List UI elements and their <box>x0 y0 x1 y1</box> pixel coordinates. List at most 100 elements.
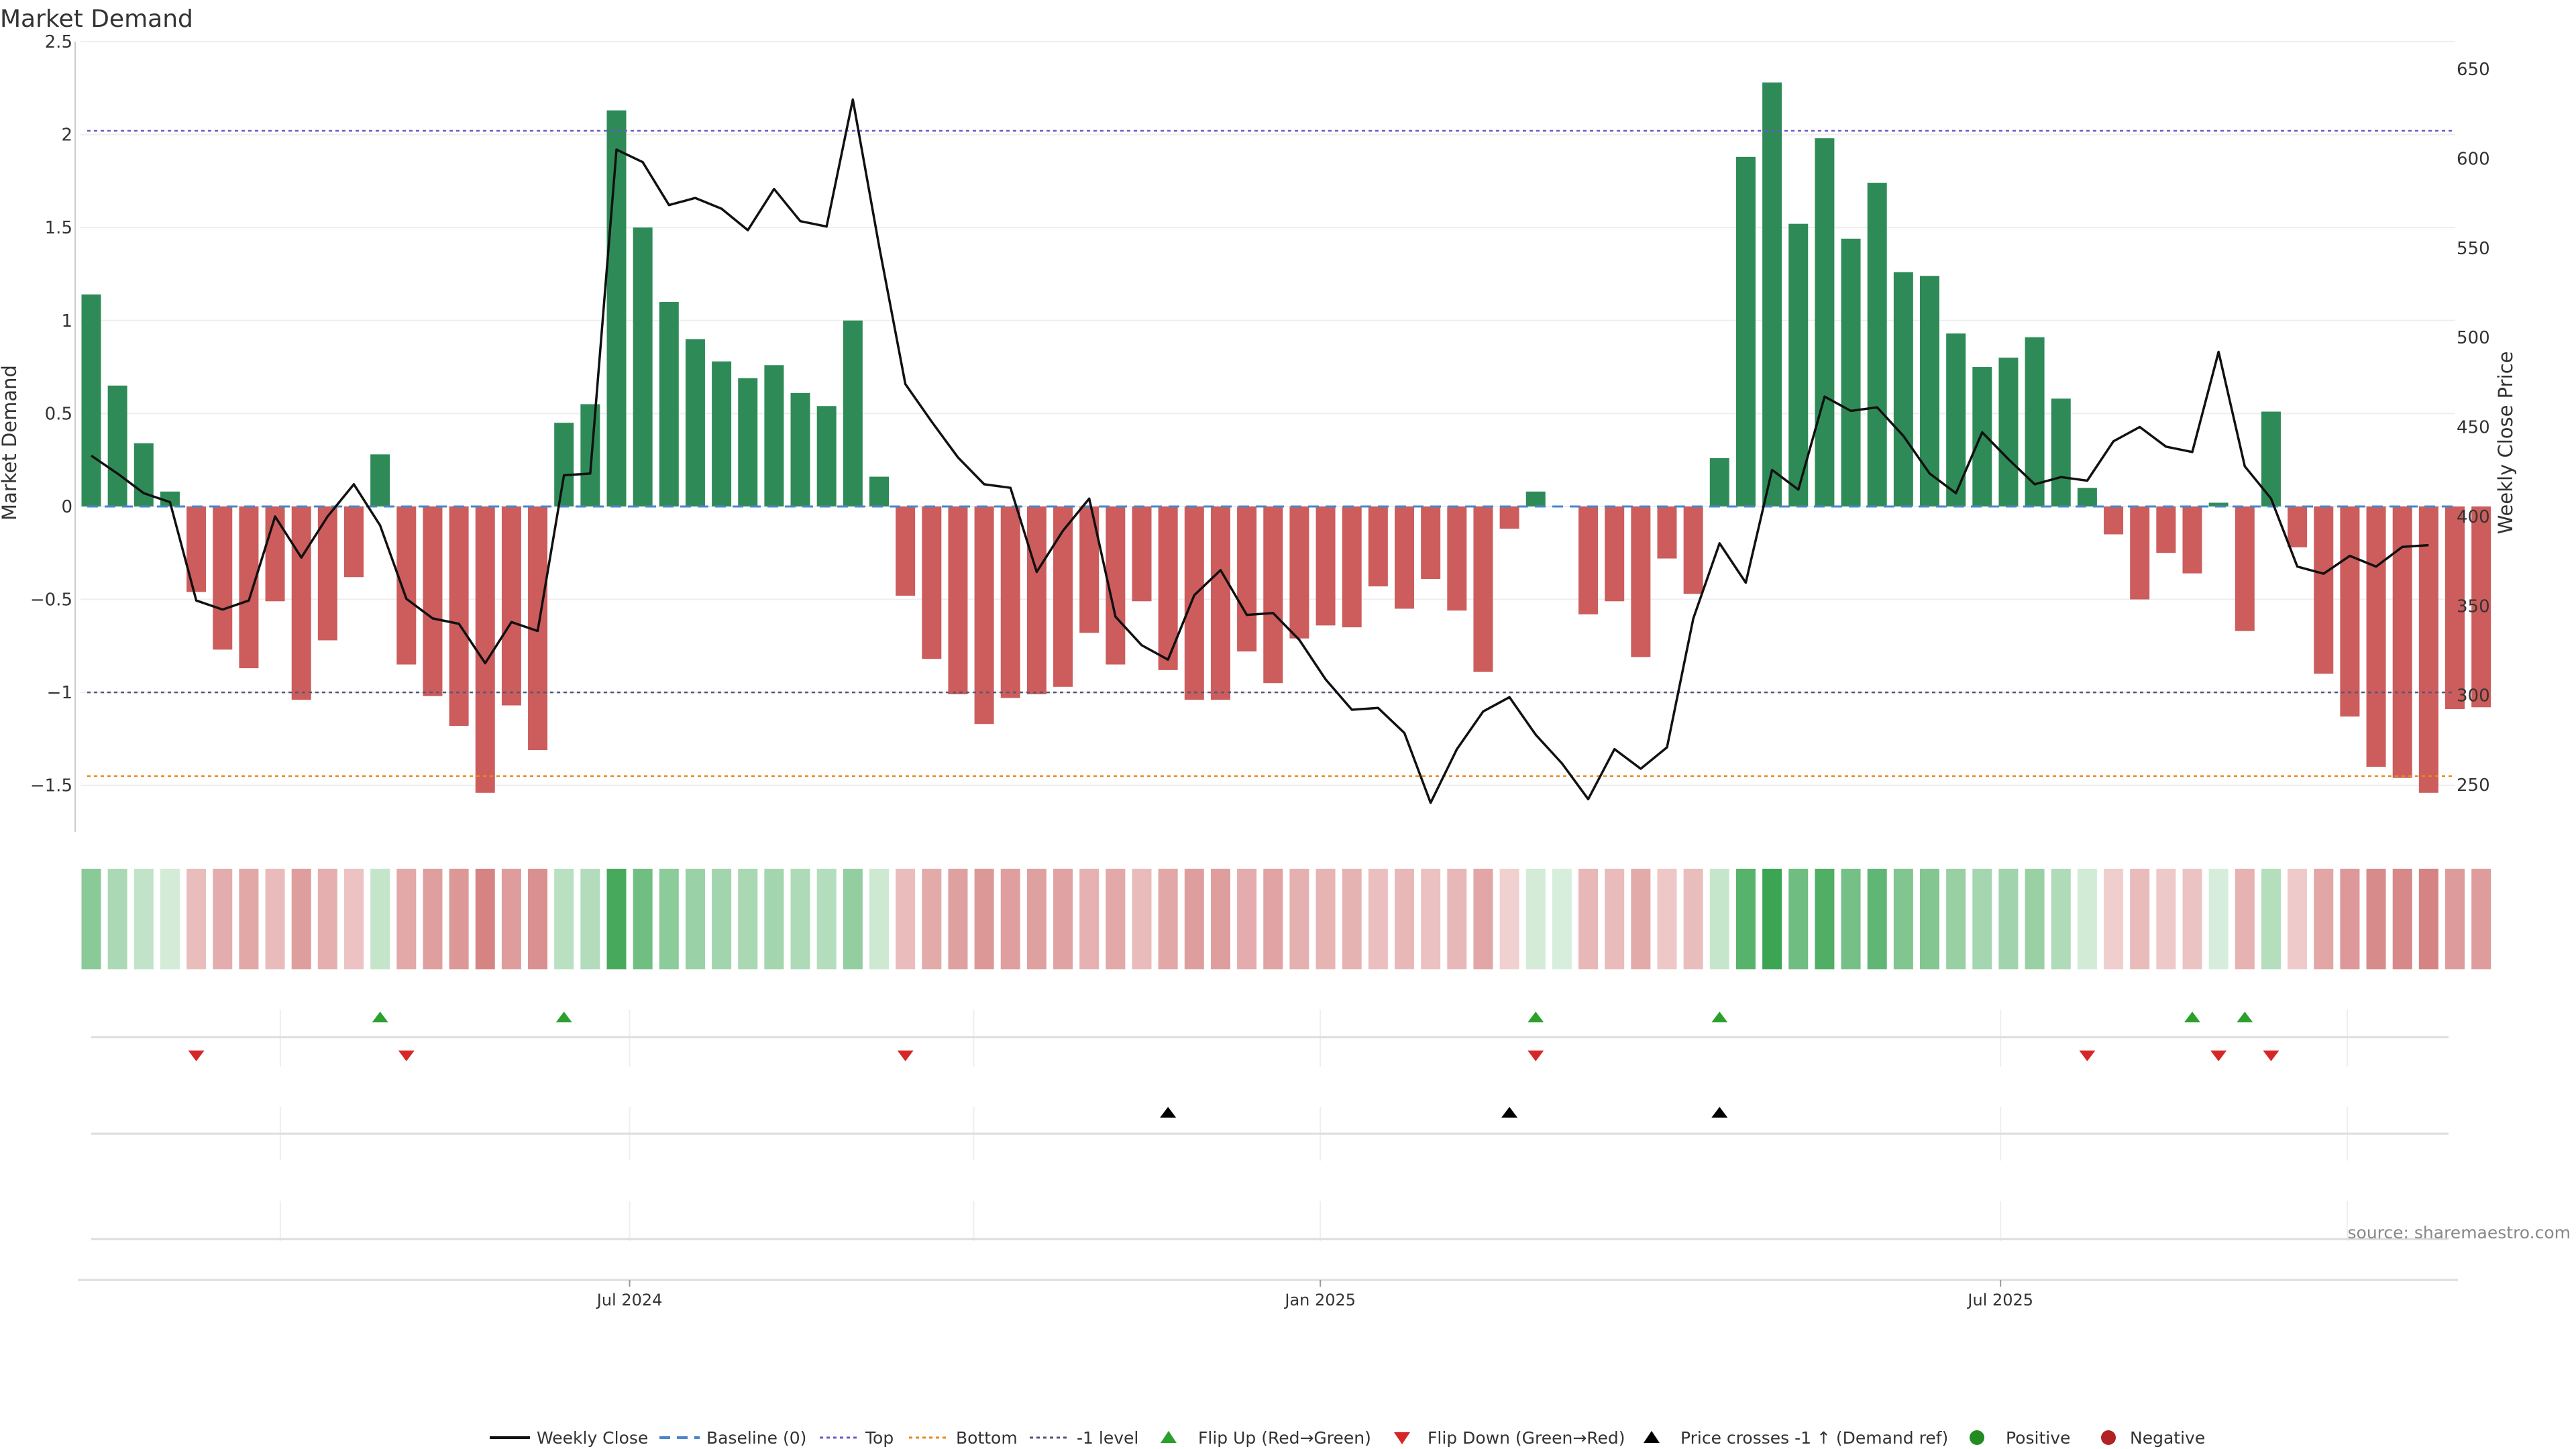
weekly-close-polyline <box>91 98 2429 804</box>
demand-bar <box>869 476 889 506</box>
heat-cell <box>554 869 574 969</box>
heat-cell <box>1788 869 1809 969</box>
price-cross-panel <box>91 1107 2449 1161</box>
legend-label: Bottom <box>956 1428 1018 1448</box>
heat-cell <box>1946 869 1966 969</box>
heat-cell <box>344 869 364 969</box>
demand-bar <box>896 506 916 596</box>
heat-cell <box>2392 869 2412 969</box>
demand-bar <box>1184 506 1204 700</box>
flip-down-marker <box>2079 1051 2096 1061</box>
demand-bar <box>2235 506 2255 631</box>
heat-cell <box>606 869 627 969</box>
demand-bar <box>160 491 180 506</box>
left-tick-label: −1 <box>47 683 72 703</box>
heat-cell <box>1552 869 1572 969</box>
heat-cell <box>501 869 521 969</box>
demand-bar <box>2182 506 2202 574</box>
demand-bar <box>423 506 443 696</box>
legend-label: Weekly Close <box>537 1428 648 1448</box>
heat-cell <box>1972 869 1992 969</box>
demand-bar <box>1447 506 1467 611</box>
flip-markers-panel <box>91 1010 2449 1067</box>
demand-bar <box>1972 367 1992 506</box>
demand-bar <box>1998 358 2019 506</box>
demand-bar <box>2366 506 2386 767</box>
heat-cell <box>1841 869 1861 969</box>
chart-title: Market Demand <box>0 5 193 33</box>
demand-bar <box>974 506 994 724</box>
x-axis: Jul 2024 Jan 2025 Jul 2025 <box>78 1279 2458 1309</box>
heat-cell <box>2208 869 2229 969</box>
heat-cell <box>2182 869 2202 969</box>
heat-cell <box>2471 869 2491 969</box>
demand-bar <box>1867 182 1887 506</box>
flip-down-marker <box>1527 1051 1544 1061</box>
demand-bar <box>1762 82 1782 506</box>
demand-bar <box>1735 156 1756 506</box>
heat-cell <box>1421 869 1441 969</box>
left-y-axis: 2.5 2 1.5 1 0.5 0 −0.5 −1 −1.5 <box>30 32 76 832</box>
flip-down-marker <box>398 1051 415 1061</box>
demand-bar <box>1210 506 1230 700</box>
demand-bar <box>2104 506 2124 535</box>
heat-cell <box>2445 869 2465 969</box>
heat-cell <box>1631 869 1651 969</box>
demand-bar <box>133 443 154 506</box>
left-y-axis-label: Market Demand <box>0 365 21 521</box>
weekly-close-line <box>91 98 2429 804</box>
flip-up-marker <box>1527 1012 1544 1022</box>
heat-cell <box>1368 869 1388 969</box>
heat-cell <box>1998 869 2019 969</box>
heat-cell <box>1893 869 1913 969</box>
heat-cell <box>213 869 233 969</box>
flip-down-marker <box>2263 1051 2279 1061</box>
flip-down-marker <box>2210 1051 2227 1061</box>
heat-cell <box>1657 869 1677 969</box>
heat-cell <box>2077 869 2097 969</box>
demand-bar <box>2025 337 2045 506</box>
heat-cell <box>2288 869 2308 969</box>
demand-bar <box>291 506 311 700</box>
demand-bar <box>2445 506 2465 710</box>
heat-cell <box>2418 869 2438 969</box>
right-y-axis-label: Weekly Close Price <box>2494 352 2517 535</box>
demand-bar <box>633 227 653 506</box>
heat-cell <box>974 869 994 969</box>
right-tick-label: 550 <box>2457 239 2490 259</box>
demand-bar <box>948 506 968 694</box>
right-tick-label: 650 <box>2457 60 2490 80</box>
right-tick-label: 350 <box>2457 596 2490 616</box>
heat-cell <box>2314 869 2334 969</box>
demand-bar <box>712 361 732 506</box>
demand-bar <box>2077 488 2097 506</box>
demand-bar <box>764 365 784 506</box>
demand-bar <box>396 506 417 665</box>
heat-cell <box>1210 869 1230 969</box>
flip-up-marker <box>2237 1012 2253 1022</box>
demand-bar <box>2130 506 2150 600</box>
heat-cell <box>580 869 600 969</box>
left-tick-label: 2 <box>61 125 72 146</box>
demand-bar <box>554 423 574 506</box>
heat-cell <box>291 869 311 969</box>
heat-cell <box>2104 869 2124 969</box>
heat-cell <box>160 869 180 969</box>
heat-cell <box>1053 869 1073 969</box>
legend-label: Flip Up (Red→Green) <box>1198 1428 1371 1448</box>
heat-cell <box>1237 869 1257 969</box>
heat-cell <box>2261 869 2281 969</box>
demand-bar <box>2471 506 2491 708</box>
heat-cell <box>1026 869 1046 969</box>
demand-bar <box>1421 506 1441 580</box>
flip-up-marker <box>2184 1012 2200 1022</box>
heat-cell <box>1342 869 1362 969</box>
left-tick-label: 1 <box>61 311 72 331</box>
legend-cross-swatch <box>1644 1431 1660 1443</box>
heat-cell <box>2025 869 2045 969</box>
demand-bar <box>922 506 942 659</box>
demand-bar <box>1788 223 1809 506</box>
demand-bar <box>1841 238 1861 506</box>
demand-bar <box>843 320 863 506</box>
heat-cell <box>370 869 390 969</box>
